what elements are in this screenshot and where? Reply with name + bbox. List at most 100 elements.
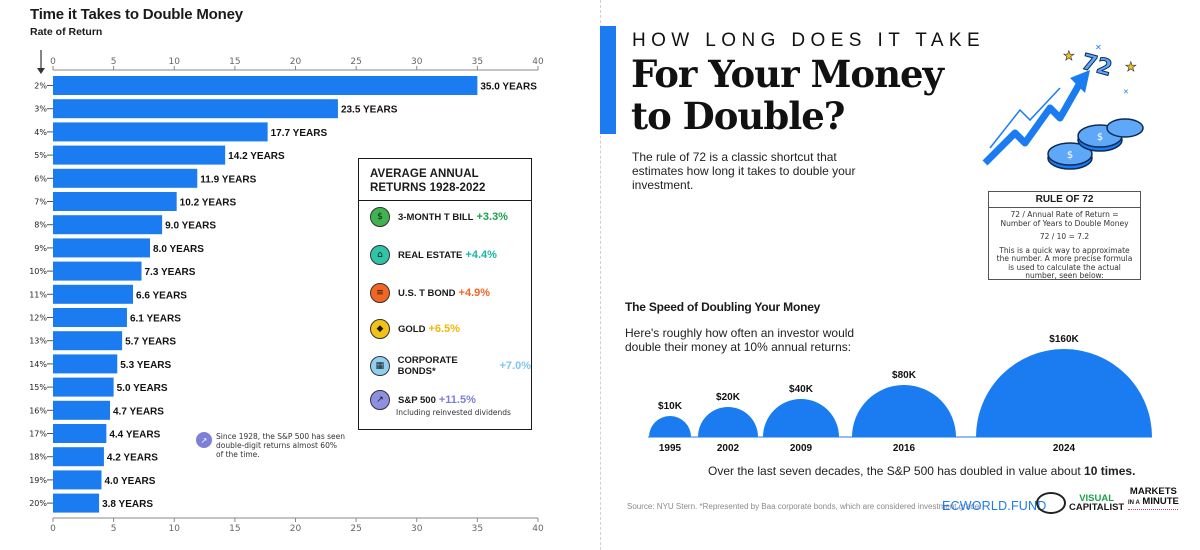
money-icon: $ <box>370 207 390 227</box>
rule-formula-line1: 72 / Annual Rate of Return = <box>1010 210 1119 219</box>
bar-value-label: 4.4 YEARS <box>109 430 160 441</box>
bubble-year-label: 2009 <box>790 443 813 454</box>
bar <box>53 76 478 95</box>
rule-formula-line2: Number of Years to Double Money <box>1000 218 1129 228</box>
bar-value-label: 35.0 YEARS <box>480 82 537 93</box>
x-tick-label: 40 <box>532 57 544 67</box>
bar-value-label: 17.7 YEARS <box>271 128 328 139</box>
x-tick-label: 25 <box>350 524 361 534</box>
rule-divider <box>989 207 1140 208</box>
x-tick-label: 5 <box>111 57 117 67</box>
mim-rule <box>1128 509 1178 510</box>
bar-value-label: 10.2 YEARS <box>180 198 237 209</box>
source-note: Source: NYU Stern. *Represented by Baa c… <box>627 502 982 511</box>
average-returns-box: AVERAGE ANNUAL RETURNS 1928-2022 $ 3-MON… <box>358 158 532 430</box>
speed-title: The Speed of Doubling Your Money <box>625 300 821 314</box>
asset-row-tbill: $ 3-MONTH T BILL +3.3% <box>370 207 508 227</box>
mim-word-row: IN A MINUTE <box>1128 497 1179 508</box>
category-label: 7% <box>34 198 47 207</box>
asset-label: U.S. T BOND <box>398 287 456 299</box>
growth-illustration: $ $ 72 ★ ★ ✕ ✕ ✕ <box>982 43 1144 170</box>
bubble-value-label: $10K <box>658 401 683 412</box>
asset-return: +4.9% <box>458 287 491 299</box>
accent-bar <box>600 26 616 134</box>
headline-line1: For Your Money <box>631 52 944 96</box>
x-tick-label: 15 <box>229 57 240 67</box>
rule-title: RULE OF 72 <box>1035 194 1094 205</box>
visual-capitalist-wordmark: VISUAL CAPITALIST <box>1069 493 1124 513</box>
mim-word-1: MARKETS <box>1129 486 1177 497</box>
bar <box>53 447 104 467</box>
bar-value-label: 5.0 YEARS <box>117 383 168 394</box>
coins-stack-icon: $ $ <box>1047 118 1144 170</box>
category-label: 18% <box>29 453 47 462</box>
headline: For Your Money to Double? <box>631 53 971 137</box>
category-label: 13% <box>29 337 47 346</box>
average-returns-title: AVERAGE ANNUAL RETURNS 1928-2022 <box>370 167 485 195</box>
x-tick-label: 20 <box>290 57 302 67</box>
vc-word-1: VISUAL <box>1079 493 1115 504</box>
bar-value-label: 11.9 YEARS <box>200 174 256 185</box>
bar <box>53 493 100 513</box>
bar <box>53 470 102 490</box>
bubble-year-label: 1995 <box>659 443 682 454</box>
bubble-year-label: 2002 <box>717 443 740 454</box>
sparkle-icon: ✕ <box>1095 43 1102 52</box>
summary-prefix: Over the last seven decades, the S&P 500… <box>708 464 1085 478</box>
category-label: 11% <box>29 290 47 299</box>
x-tick-label: 30 <box>411 57 423 67</box>
rule-example: 72 / 10 = 7.2 <box>1039 232 1090 241</box>
x-tick-label: 35 <box>472 524 483 534</box>
asset-return: +3.3% <box>476 211 508 223</box>
bubble-year-label: 2024 <box>1053 443 1076 454</box>
bar-value-label: 4.7 YEARS <box>113 406 164 417</box>
bubble-value-label: $20K <box>716 392 741 403</box>
asset-return: +6.5% <box>428 323 460 335</box>
bar <box>53 261 142 281</box>
category-label: 6% <box>34 174 47 183</box>
bar-value-label: 5.3 YEARS <box>120 360 171 371</box>
category-label: 10% <box>29 267 47 276</box>
sparkle-icon: ✕ <box>1075 76 1081 84</box>
star-icon: ★ <box>1125 60 1137 75</box>
bar-value-label: 9.0 YEARS <box>165 221 216 232</box>
bond-icon: ≡ <box>370 283 390 303</box>
doubling-bubble <box>649 416 691 437</box>
bubble-year-label: 2016 <box>893 443 916 454</box>
sp500-note-text: Since 1928, the S&P 500 has seen double-… <box>216 432 346 459</box>
asset-label: S&P 500 <box>398 394 436 406</box>
asset-return: +7.0% <box>499 360 532 372</box>
rising-arrow-icon <box>982 70 1090 166</box>
category-label: 5% <box>34 151 47 160</box>
intro-text: The rule of 72 is a classic shortcut tha… <box>632 150 856 192</box>
x-tick-label: 30 <box>411 524 423 534</box>
bar <box>53 331 123 351</box>
panel-divider <box>600 0 601 550</box>
bubble-value-label: $80K <box>892 370 917 381</box>
bubble-value-label: $160K <box>1049 334 1079 345</box>
mim-word-3: MINUTE <box>1142 496 1179 507</box>
bar <box>53 122 268 142</box>
bar-value-label: 3.8 YEARS <box>102 499 153 510</box>
category-label: 17% <box>29 430 47 439</box>
average-returns-title-line2: RETURNS 1928-2022 <box>370 182 486 194</box>
bar <box>53 400 110 420</box>
summary-text: Over the last seven decades, the S&P 500… <box>708 464 1135 478</box>
x-tick-label: 40 <box>532 524 544 534</box>
x-tick-label: 0 <box>50 57 56 67</box>
bar-value-label: 23.5 YEARS <box>341 105 398 116</box>
bar <box>53 168 198 188</box>
bar <box>53 424 107 443</box>
bar <box>53 99 338 119</box>
rule-of-72-box: RULE OF 72 72 / Annual Rate of Return = … <box>988 191 1141 280</box>
asset-row-t-bond: ≡ U.S. T BOND +4.9% <box>370 283 490 303</box>
asset-note: Including reinvested dividends <box>396 408 511 417</box>
doubling-bubble <box>698 407 758 437</box>
x-tick-label: 35 <box>472 57 483 67</box>
bar <box>53 192 177 211</box>
x-tick-label: 5 <box>111 524 117 534</box>
category-label: 14% <box>29 360 47 369</box>
x-tick-label: 10 <box>169 57 181 67</box>
bar-value-label: 14.2 YEARS <box>228 151 285 162</box>
